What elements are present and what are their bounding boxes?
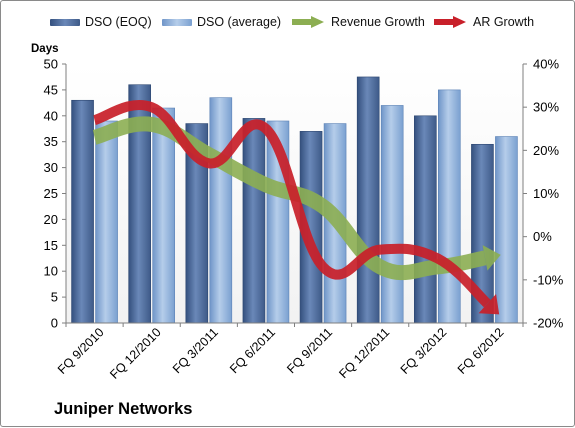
revenue-growth-arrowhead — [482, 245, 501, 271]
bar-dso-eoq-5 — [356, 76, 380, 324]
left-tick-label: 10 — [44, 264, 58, 279]
company-name: Juniper Networks — [54, 400, 193, 418]
bar-dso-average-1 — [152, 107, 175, 324]
red-arrow-icon — [434, 16, 466, 28]
left-tick-label: 25 — [44, 186, 58, 201]
left-tick-label: 50 — [44, 57, 58, 72]
ar-growth-arrowhead — [478, 293, 500, 315]
right-tick-label: -10% — [533, 272, 564, 287]
right-tick-label: 10% — [533, 186, 559, 201]
x-tick-label: FQ 6/2011 — [227, 325, 278, 376]
bar-dso-average-5 — [380, 105, 404, 324]
ar-growth-line — [93, 100, 491, 308]
left-tick-label: 20 — [44, 212, 58, 227]
green-arrow-icon — [292, 16, 324, 28]
bar-dso-average-7 — [495, 136, 518, 324]
legend-item-ar-growth: AR Growth — [433, 15, 534, 29]
left-tick-label: 40 — [44, 108, 58, 123]
legend-swatch — [162, 18, 192, 26]
right-tick-label: 20% — [533, 143, 559, 158]
legend: DSO (EOQ) DSO (average) Revenue Growth A… — [1, 15, 575, 35]
right-tick-label: 0% — [533, 229, 552, 244]
left-tick-label: 30 — [44, 160, 58, 175]
bar-dso-eoq-6 — [414, 115, 437, 324]
legend-label: Revenue Growth — [331, 15, 425, 29]
right-tick-label: -20% — [533, 316, 564, 331]
x-tick-label: FQ 9/2011 — [284, 325, 335, 376]
bar-dso-average-6 — [438, 89, 461, 324]
legend-label: AR Growth — [473, 15, 535, 29]
x-tick-label: FQ 3/2012 — [398, 325, 450, 377]
right-tick-label: 30% — [533, 100, 559, 115]
left-tick-label: 15 — [44, 238, 58, 253]
x-tick-label: FQ 6/2012 — [455, 325, 507, 377]
x-tick-label: FQ 3/2011 — [170, 325, 221, 376]
right-tick-label: 40% — [533, 57, 559, 72]
legend-label: DSO (average) — [197, 15, 282, 29]
left-tick-label: 45 — [44, 82, 58, 97]
legend-label: DSO (EOQ) — [85, 15, 152, 29]
bar-dso-average-2 — [209, 97, 233, 324]
bar-dso-eoq-0 — [71, 99, 94, 324]
bar-dso-average-0 — [95, 120, 118, 324]
legend-item-dso-average: DSO (average) — [162, 15, 281, 29]
left-tick-label: 0 — [51, 316, 58, 331]
x-tick-label: FQ 12/2011 — [336, 325, 392, 381]
y-axis-title: Days — [31, 43, 59, 55]
legend-swatch — [50, 18, 80, 26]
x-tick-label: FQ 9/2010 — [55, 325, 107, 377]
legend-item-dso-eoq: DSO (EOQ) — [50, 15, 152, 29]
bar-dso-eoq-3 — [242, 118, 266, 324]
x-tick-label: FQ 12/2010 — [107, 325, 164, 382]
left-tick-label: 35 — [44, 134, 58, 149]
legend-item-revenue-growth: Revenue Growth — [291, 15, 425, 29]
left-tick-label: 5 — [51, 290, 58, 305]
